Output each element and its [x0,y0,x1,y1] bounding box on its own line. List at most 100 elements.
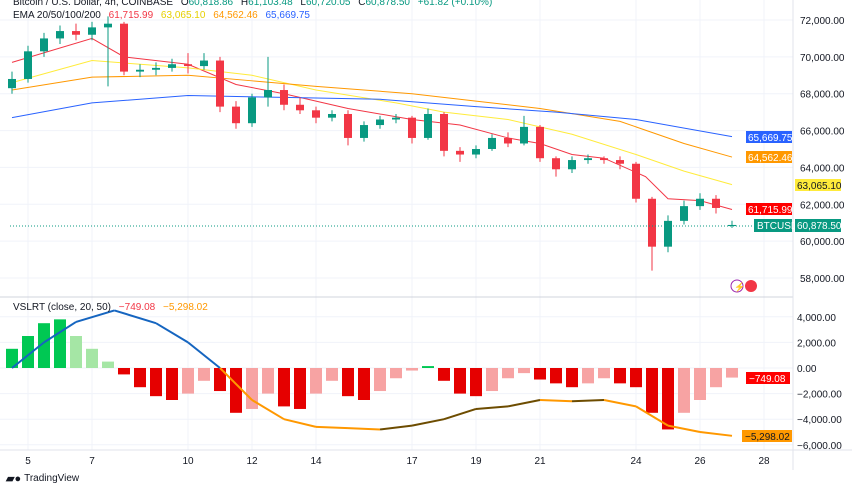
candles [8,16,736,271]
candle [344,110,352,146]
tag-ema50: 63,065.10 [797,181,842,192]
time-axis[interactable]: 5 7 10 12 14 17 19 21 24 26 28 [25,456,770,467]
candle-body [504,137,512,144]
histogram-bar [54,319,66,368]
candle-body [200,60,208,67]
ema-line-ema100 [11,74,733,158]
candle [440,112,448,157]
tag-ema20: 61,715.99 [748,205,793,216]
vslrt-line-segment [571,399,605,403]
candle-body [488,137,496,149]
candle [408,115,416,144]
histogram-bar [6,348,18,368]
indicator-tick-label: 2,000.00 [797,338,836,349]
candle-body [328,113,336,118]
candle [600,156,608,164]
vslrt-line-segment [315,425,349,430]
candle [536,125,544,162]
candle-body [312,110,320,118]
price-tags: 65,669.75 64,562.46 63,065.10 61,715.99 … [742,131,842,443]
time-tick-label: 10 [182,456,194,467]
symbol-legend[interactable]: Bitcoin / U.S. Dollar, 4h, COINBASE O60,… [13,0,497,9]
candle-body [88,27,96,35]
histogram-bar [70,336,82,368]
vslrt-line-segment [539,399,573,403]
histogram-bar [630,368,642,388]
histogram-bar [390,368,402,379]
ema20-value: 61,715.99 [108,10,154,21]
histogram-bar [582,368,594,384]
price-axis[interactable]: 72,000.00 70,000.00 68,000.00 66,000.00 64,0… [800,16,845,285]
event-icons[interactable]: ⚡ [730,279,757,293]
candle [584,154,592,164]
candle-body [8,78,16,89]
tag-symbol: BTCUSD [757,221,798,232]
candle-body [520,126,528,144]
histogram-bar [182,368,194,394]
tradingview-logo[interactable]: ▰● TradingView [6,472,79,485]
histogram-bar [550,368,562,384]
histogram-bar [166,368,178,400]
vslrt-line-segment [347,427,381,431]
candle [616,156,624,170]
candle-body [568,160,576,170]
histogram-bar [214,368,226,392]
candle-body [408,117,416,138]
ema-line-ema200 [11,95,733,138]
indicator-label: VSLRT (close, 20, 50) [13,302,112,313]
candle [392,113,400,124]
ema-label: EMA 20/50/100/200 [13,10,101,21]
ema-legend[interactable]: EMA 20/50/100/200 61,715.99 63,065.10 64… [13,10,315,22]
candle [248,93,256,127]
histogram-bar [134,368,146,388]
vslrt-line-segment [603,399,637,408]
vslrt-line-segment [283,418,317,428]
indicator-tick-label: −6,000.00 [797,441,842,452]
candle-body [56,31,64,39]
tag-vslrt2: −5,298.02 [745,432,790,443]
candle-body [232,106,240,124]
histogram-bar [342,368,354,397]
histogram-bar [726,368,738,378]
candle-body [40,38,48,52]
candle [216,56,224,113]
histogram-bar [486,368,498,392]
histogram-bar [310,368,322,394]
vslrt-line-segment [443,408,477,421]
candle-body [216,60,224,107]
candle-body [648,198,656,247]
candle [728,220,736,228]
tag-ema200: 65,669.75 [748,133,793,144]
vslrt-line-segment [507,399,541,408]
low-label: L [300,0,306,8]
histogram-bar [502,368,514,379]
indicator-tick-label: −2,000.00 [797,390,842,401]
histogram-bar [262,368,274,394]
histogram-bar [678,368,690,413]
candle-body [616,160,624,164]
ema100-value: 64,562.46 [213,10,258,21]
candle [568,156,576,173]
histogram-bar [438,368,450,381]
histogram-bar [294,368,306,409]
histogram-bar [694,368,706,400]
candle-body [72,31,80,35]
candle-body [264,90,272,98]
histogram-bar [230,368,242,413]
vslrt-line-segment [475,405,509,410]
price-tick-label: 64,000.00 [800,163,845,174]
candle-body [712,198,720,208]
candle-body [280,90,288,105]
price-tick-label: 72,000.00 [800,16,845,27]
indicator-axis[interactable]: 4,000.00 2,000.00 0.00 −2,000.00 −4,000.00 −6… [797,313,842,452]
candle-body [168,64,176,68]
histogram-bar [246,368,258,409]
indicator-legend[interactable]: VSLRT (close, 20, 50) −749.08 −5,298.02 [13,302,213,314]
candle [456,147,464,162]
candle-body [584,158,592,161]
candle [696,193,704,210]
candle [184,53,192,74]
indicator-tick-label: 4,000.00 [797,313,836,324]
candle [72,23,80,41]
